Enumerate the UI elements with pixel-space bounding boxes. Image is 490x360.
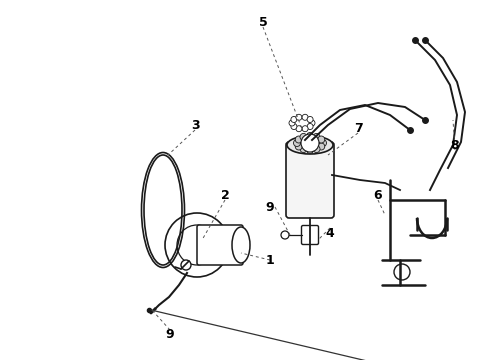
Circle shape <box>318 136 325 143</box>
Circle shape <box>295 136 302 143</box>
Text: 3: 3 <box>191 118 199 131</box>
Circle shape <box>307 147 314 153</box>
Text: 7: 7 <box>354 122 363 135</box>
Ellipse shape <box>287 136 333 154</box>
Text: 5: 5 <box>259 15 268 28</box>
Ellipse shape <box>232 227 250 263</box>
Circle shape <box>318 143 325 150</box>
Circle shape <box>289 120 295 126</box>
Text: 4: 4 <box>326 226 334 239</box>
Circle shape <box>291 123 297 130</box>
Circle shape <box>307 117 313 122</box>
Circle shape <box>313 145 320 153</box>
Circle shape <box>181 260 191 270</box>
Circle shape <box>301 134 319 152</box>
Circle shape <box>296 114 302 120</box>
Circle shape <box>300 145 307 153</box>
Circle shape <box>309 120 315 126</box>
Circle shape <box>307 123 313 130</box>
Circle shape <box>302 126 308 132</box>
Circle shape <box>307 132 314 140</box>
Circle shape <box>302 114 308 120</box>
Circle shape <box>295 143 302 150</box>
Text: 9: 9 <box>166 328 174 342</box>
Circle shape <box>296 126 302 132</box>
FancyBboxPatch shape <box>286 142 334 218</box>
Circle shape <box>300 134 307 140</box>
Text: 2: 2 <box>220 189 229 202</box>
FancyBboxPatch shape <box>197 225 243 265</box>
Circle shape <box>319 140 326 147</box>
Text: 9: 9 <box>266 201 274 213</box>
FancyBboxPatch shape <box>301 225 319 244</box>
Text: 6: 6 <box>374 189 382 202</box>
Circle shape <box>291 117 297 122</box>
Circle shape <box>281 231 289 239</box>
Circle shape <box>294 140 300 147</box>
Circle shape <box>313 134 320 140</box>
Text: 8: 8 <box>451 139 459 152</box>
Text: 1: 1 <box>266 253 274 266</box>
